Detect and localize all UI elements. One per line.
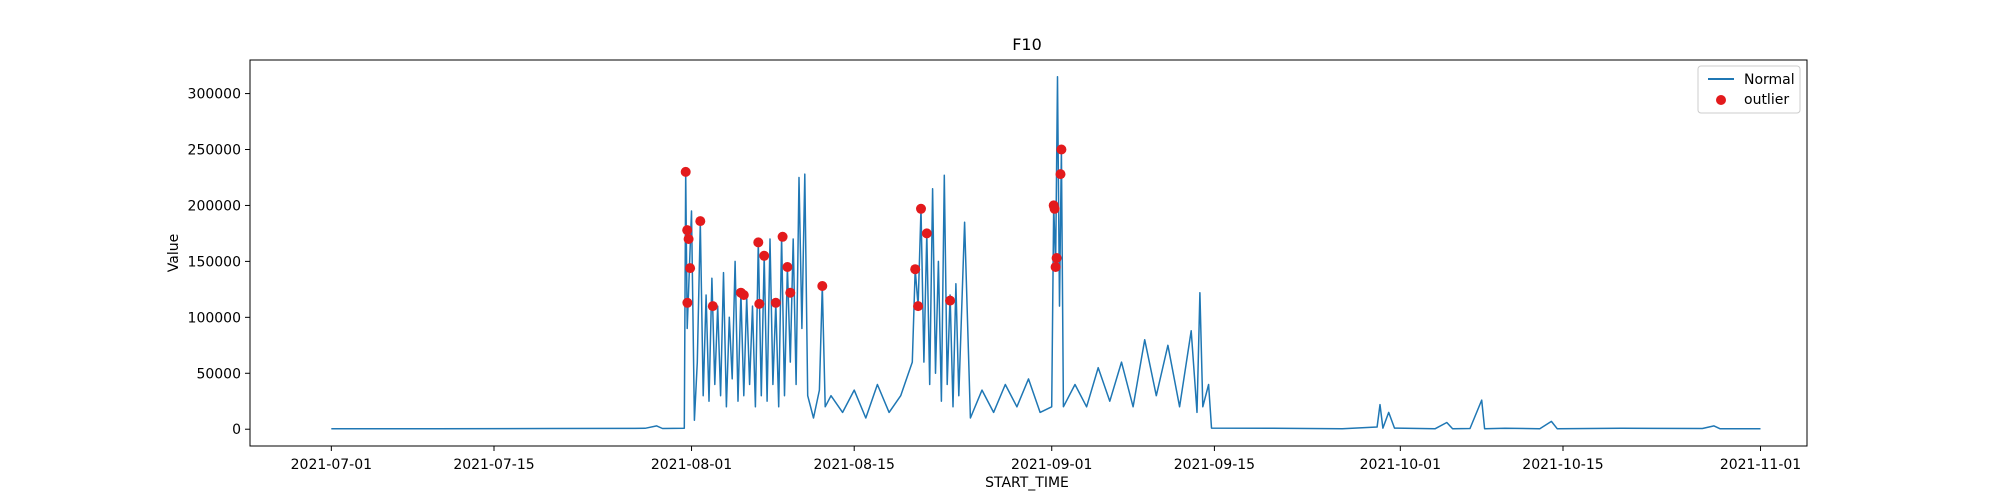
outlier-point (817, 281, 828, 291)
outlier-point (1056, 144, 1067, 155)
series-line-normal (331, 76, 1761, 430)
outlier-point (685, 263, 696, 274)
outlier-point (682, 297, 693, 308)
x-tick-label: 2021-10-15 (1522, 457, 1603, 473)
x-tick-label: 2021-10-01 (1360, 457, 1441, 473)
outlier-point (759, 250, 770, 261)
y-axis: 0 50000 100000 150000 200000 250000 300000 (188, 87, 250, 438)
x-axis: 2021-07-01 2021-07-15 2021-08-01 2021-08-15… (291, 446, 1801, 473)
outlier-point (682, 225, 693, 236)
x-tick-label: 2021-09-01 (1011, 457, 1092, 473)
outlier-point (770, 297, 781, 308)
y-tick-label: 300000 (188, 87, 241, 103)
outlier-point (1051, 253, 1062, 263)
y-tick-label: 200000 (188, 198, 241, 214)
legend-normal-label: Normal (1744, 72, 1795, 88)
legend-outlier-dot-icon (1716, 95, 1726, 105)
x-tick-label: 2021-07-15 (453, 457, 534, 473)
x-tick-label: 2021-07-01 (291, 457, 372, 473)
outlier-point (910, 264, 921, 275)
outlier-point (916, 203, 926, 214)
x-tick-label: 2021-09-15 (1174, 457, 1255, 473)
outlier-point (1050, 262, 1061, 272)
outlier-point (782, 262, 793, 272)
y-tick-label: 250000 (188, 143, 241, 159)
y-tick-label: 100000 (188, 310, 241, 326)
x-axis-label: START_TIME (985, 475, 1069, 491)
outlier-point (683, 234, 694, 244)
outlier-point (777, 231, 788, 242)
outlier-point (921, 228, 932, 239)
plot-layer (331, 76, 1761, 430)
y-axis-label: Value (166, 234, 182, 272)
axes-frame (249, 59, 1808, 447)
outlier-point (695, 216, 706, 227)
legend-outlier-label: outlier (1744, 92, 1789, 108)
x-tick-label: 2021-08-15 (814, 457, 895, 473)
outlier-point (754, 298, 765, 309)
y-tick-label: 50000 (196, 366, 241, 382)
outlier-point (913, 301, 924, 312)
y-tick-label: 150000 (188, 254, 241, 270)
outlier-point (785, 287, 796, 298)
outlier-point (1055, 169, 1066, 180)
legend: Normal outlier (1697, 65, 1801, 114)
outlier-point (753, 237, 764, 248)
outlier-point (738, 290, 749, 300)
x-tick-label: 2021-11-01 (1720, 457, 1801, 473)
chart-title: F10 (1012, 35, 1042, 54)
outlier-point (707, 301, 718, 312)
x-tick-label: 2021-08-01 (651, 457, 732, 473)
outlier-point (945, 295, 956, 306)
outlier-point (1049, 203, 1060, 214)
y-tick-label: 0 (232, 422, 241, 438)
outlier-point (680, 166, 691, 177)
